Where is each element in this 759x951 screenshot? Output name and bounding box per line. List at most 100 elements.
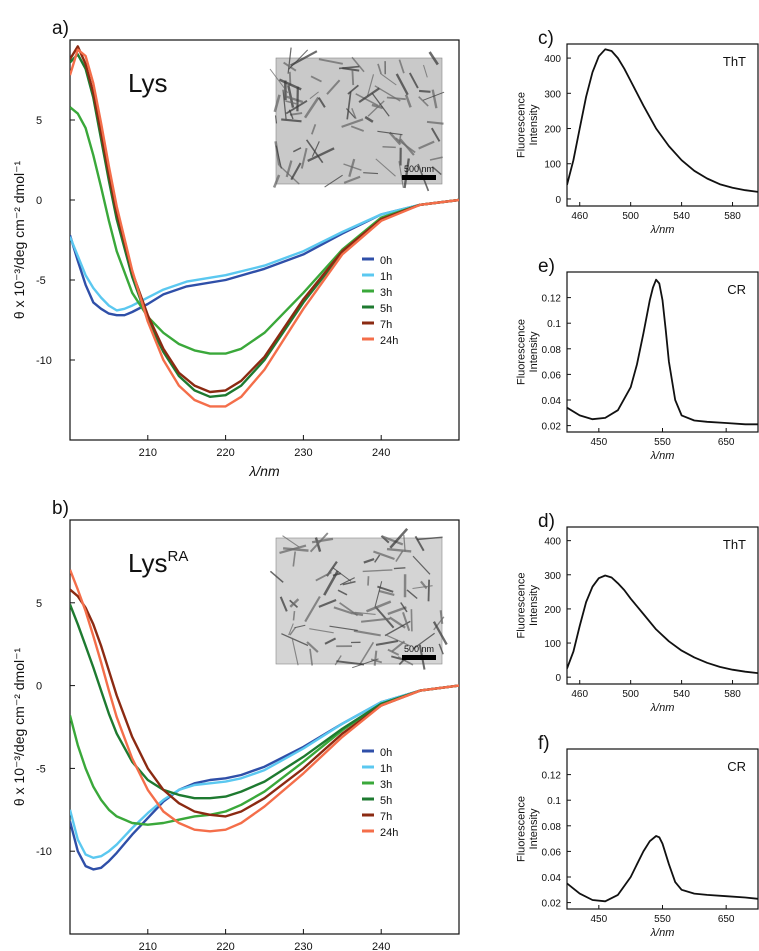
fibril-mark [363,172,379,175]
fibril-mark [307,147,335,162]
legend-label: 24h [380,827,398,839]
panel-c: c) 460 500 540 580 0 100 200 300 400 λ/nm Fluoresce… [515,28,759,236]
fibril-mark [412,585,433,590]
series-line-a-7h [70,45,459,394]
fibril-mark [380,73,397,86]
fibril-mark [329,625,358,631]
fibril-mark [364,115,374,123]
fibril-mark [403,534,406,552]
fibril-mark [323,570,339,596]
fibril-mark [430,127,441,142]
fibril-mark [351,108,357,120]
x-axis-label: λ/nm [650,224,675,236]
fibril-mark [414,535,425,552]
plot-frame-b [69,519,460,935]
fibril-mark [377,130,403,136]
y-tick-label: 0.12 [542,294,562,305]
y-tick-label: 0 [36,681,42,693]
fibril-mark [303,96,320,119]
fibril-mark [292,147,302,153]
y-axis-label: FluorescenceIntensity [515,572,540,638]
fibril-mark [273,94,281,113]
fibril-mark [292,611,296,621]
plot-frame-c [566,43,759,207]
fibril-mark [412,555,431,575]
y-tick-label: 0.02 [542,422,562,433]
fibril-mark [282,535,300,548]
fibril-mark [338,65,360,70]
protein-label: Lys [128,68,168,98]
fibril-mark [358,87,380,104]
fibril-mark [269,570,284,583]
fibril-mark [289,627,296,636]
fibril-mark [413,632,435,649]
fibril-mark [386,547,412,553]
series-line-c-spectrum [567,48,758,193]
fibril-mark [318,58,343,65]
fibril-mark [422,64,428,78]
fibril-mark [332,567,352,582]
x-tick-label: 210 [139,941,157,951]
fibril-mark [416,536,443,541]
scale-bar [402,175,436,180]
y-tick-label: 200 [544,125,561,136]
x-tick-label: 460 [571,689,588,700]
x-axis-label: λ/nm [650,450,675,462]
fibril-mark [363,558,375,564]
panel-label-e: e) [538,256,555,277]
x-tick-label: 240 [372,941,390,951]
x-tick-label: 220 [216,447,234,459]
x-tick-label: 540 [673,689,690,700]
series-line-d-spectrum [567,574,758,674]
y-axis-label-line: Fluorescence [515,572,527,638]
fibril-mark [352,658,379,669]
y-tick-label: 400 [544,537,561,548]
series-line-a-3h [70,106,459,355]
x-tick-label: 500 [622,689,639,700]
panel-a: a) 210 220 230 240 5 0 -5 -10 λ/nm θ x 10⁻³/deg cm… [11,18,460,479]
y-tick-label: 100 [544,160,561,171]
panel-label-c: c) [538,28,554,49]
y-tick-label: 100 [544,639,561,650]
fibril-mark [367,100,385,117]
fibril-mark [290,162,302,181]
series-line-b-5h [70,604,459,800]
series-line-f-spectrum [567,835,758,903]
fibril-mark [288,49,309,70]
y-axis-label-line: Intensity [528,331,540,372]
x-tick-label: 450 [590,914,607,925]
fibril-mark [337,589,348,596]
legend-label: 1h [380,271,392,283]
fibril-mark [373,650,378,666]
fibril-mark [279,596,288,612]
fibril-mark [431,89,438,109]
fibril-mark [343,163,362,171]
y-tick-label: 5 [36,115,42,127]
y-axis-label-line: Intensity [528,808,540,849]
fibril-mark [343,175,361,184]
plot-frame-a [69,39,460,441]
fibril-mark [288,109,294,120]
fibril-mark [386,96,406,101]
fibril-mark [429,156,443,161]
legend-label: 3h [380,287,392,299]
fibril-mark [378,589,395,596]
dye-label: ThT [723,54,746,69]
fibril-mark [311,141,320,157]
fibril-mark [374,581,383,608]
fibril-mark [346,91,352,120]
y-axis-label-line: Intensity [528,585,540,626]
fibril-mark [388,131,402,146]
fibril-mark [309,532,329,553]
fibril-mark [374,554,381,563]
fibril-mark [351,611,364,617]
x-tick-label: 650 [718,437,735,448]
legend-label: 0h [380,255,392,267]
fibril-mark [351,56,365,73]
fibril-mark [400,602,408,613]
fibril-mark [353,629,381,637]
fibril-mark [341,118,364,128]
panel-e: e) 450 550 650 0.02 0.04 0.06 0.08 0.1 0.12 λ/nm Fl… [515,256,759,462]
plot-frame-d [566,526,759,685]
x-tick-label: 550 [654,437,671,448]
